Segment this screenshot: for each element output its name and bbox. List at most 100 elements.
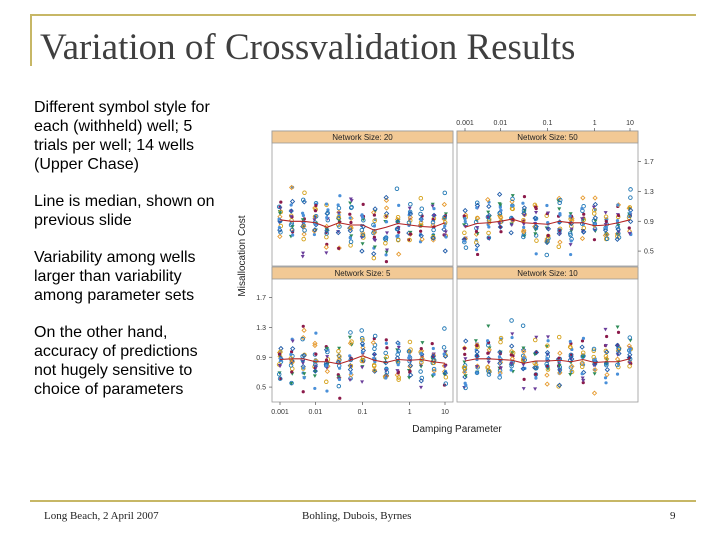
panel-frame [271, 130, 454, 267]
data-point [348, 330, 353, 335]
data-point [314, 331, 318, 335]
median-line [279, 219, 446, 231]
data-point [325, 355, 330, 359]
data-point [361, 202, 365, 206]
data-point [419, 206, 425, 211]
data-point [462, 365, 468, 371]
data-point [580, 217, 585, 221]
data-point [277, 227, 283, 233]
data-point [521, 217, 526, 223]
data-point [581, 378, 586, 383]
x-tick-label: 10 [626, 120, 634, 127]
data-point [418, 222, 424, 229]
data-point [359, 227, 365, 233]
data-point [614, 236, 621, 242]
data-point [418, 369, 423, 374]
data-point [325, 346, 330, 351]
panel-strip-label: Network Size: 5 [334, 269, 391, 278]
data-point [508, 230, 514, 236]
data-point [301, 324, 305, 328]
data-point [522, 377, 526, 382]
data-point [276, 372, 282, 377]
data-point [383, 205, 390, 211]
data-point [463, 212, 469, 218]
data-point [462, 239, 466, 243]
data-point [302, 190, 307, 195]
data-point [461, 369, 468, 375]
data-point [348, 236, 352, 240]
data-point [486, 235, 492, 241]
data-point [419, 352, 423, 356]
data-point [419, 347, 423, 351]
data-point [486, 324, 491, 328]
data-point [430, 220, 436, 225]
data-point [462, 346, 467, 350]
x-tick-label: 0.01 [309, 409, 323, 416]
data-point [463, 357, 468, 361]
data-point [431, 366, 437, 372]
data-point [521, 234, 526, 240]
median-line [464, 358, 631, 364]
data-point [580, 206, 584, 211]
data-point [383, 210, 390, 217]
data-point [615, 224, 620, 230]
data-point [301, 251, 306, 256]
panel-strip [271, 130, 454, 144]
data-point [407, 211, 414, 217]
footer-page-number: 9 [670, 510, 676, 522]
data-point [499, 230, 503, 234]
data-point [359, 248, 365, 254]
data-point [581, 229, 587, 235]
data-point [383, 350, 388, 356]
data-point [604, 372, 610, 378]
data-point [324, 368, 331, 375]
data-point [338, 396, 342, 400]
data-point [545, 203, 549, 208]
data-point [278, 364, 283, 369]
data-point [614, 356, 621, 362]
data-point [289, 381, 294, 386]
data-point [383, 357, 388, 361]
data-point [300, 357, 305, 363]
data-point [557, 207, 562, 211]
data-point [627, 213, 632, 219]
data-point [582, 212, 586, 216]
data-point [486, 372, 492, 377]
y-tick-label: 0.9 [256, 355, 266, 362]
data-point [336, 357, 342, 363]
data-point [301, 213, 306, 218]
data-point [419, 236, 425, 242]
data-point [359, 235, 364, 240]
data-point [442, 248, 448, 254]
data-point [580, 372, 584, 376]
data-point [498, 366, 503, 370]
data-point [372, 353, 377, 358]
data-point [592, 372, 597, 376]
data-point [581, 203, 586, 209]
data-point [556, 382, 563, 388]
data-point [313, 362, 318, 367]
data-point [556, 244, 562, 249]
data-point [348, 378, 353, 382]
data-point [499, 208, 503, 213]
data-point [521, 222, 526, 227]
data-point [557, 367, 563, 373]
data-point [475, 343, 479, 348]
data-point [359, 358, 365, 364]
data-point [592, 207, 597, 213]
data-point [336, 383, 342, 389]
data-point [522, 356, 526, 360]
data-point [326, 208, 330, 212]
data-point [579, 360, 585, 366]
data-point [360, 233, 366, 238]
data-point [534, 372, 538, 376]
data-point [520, 347, 527, 353]
data-point [533, 232, 538, 236]
data-point [336, 203, 340, 207]
data-point [278, 211, 283, 216]
data-point [568, 344, 573, 350]
data-point [442, 233, 447, 238]
bottom-rule [30, 500, 696, 502]
data-point [419, 218, 423, 222]
data-point [314, 203, 318, 208]
